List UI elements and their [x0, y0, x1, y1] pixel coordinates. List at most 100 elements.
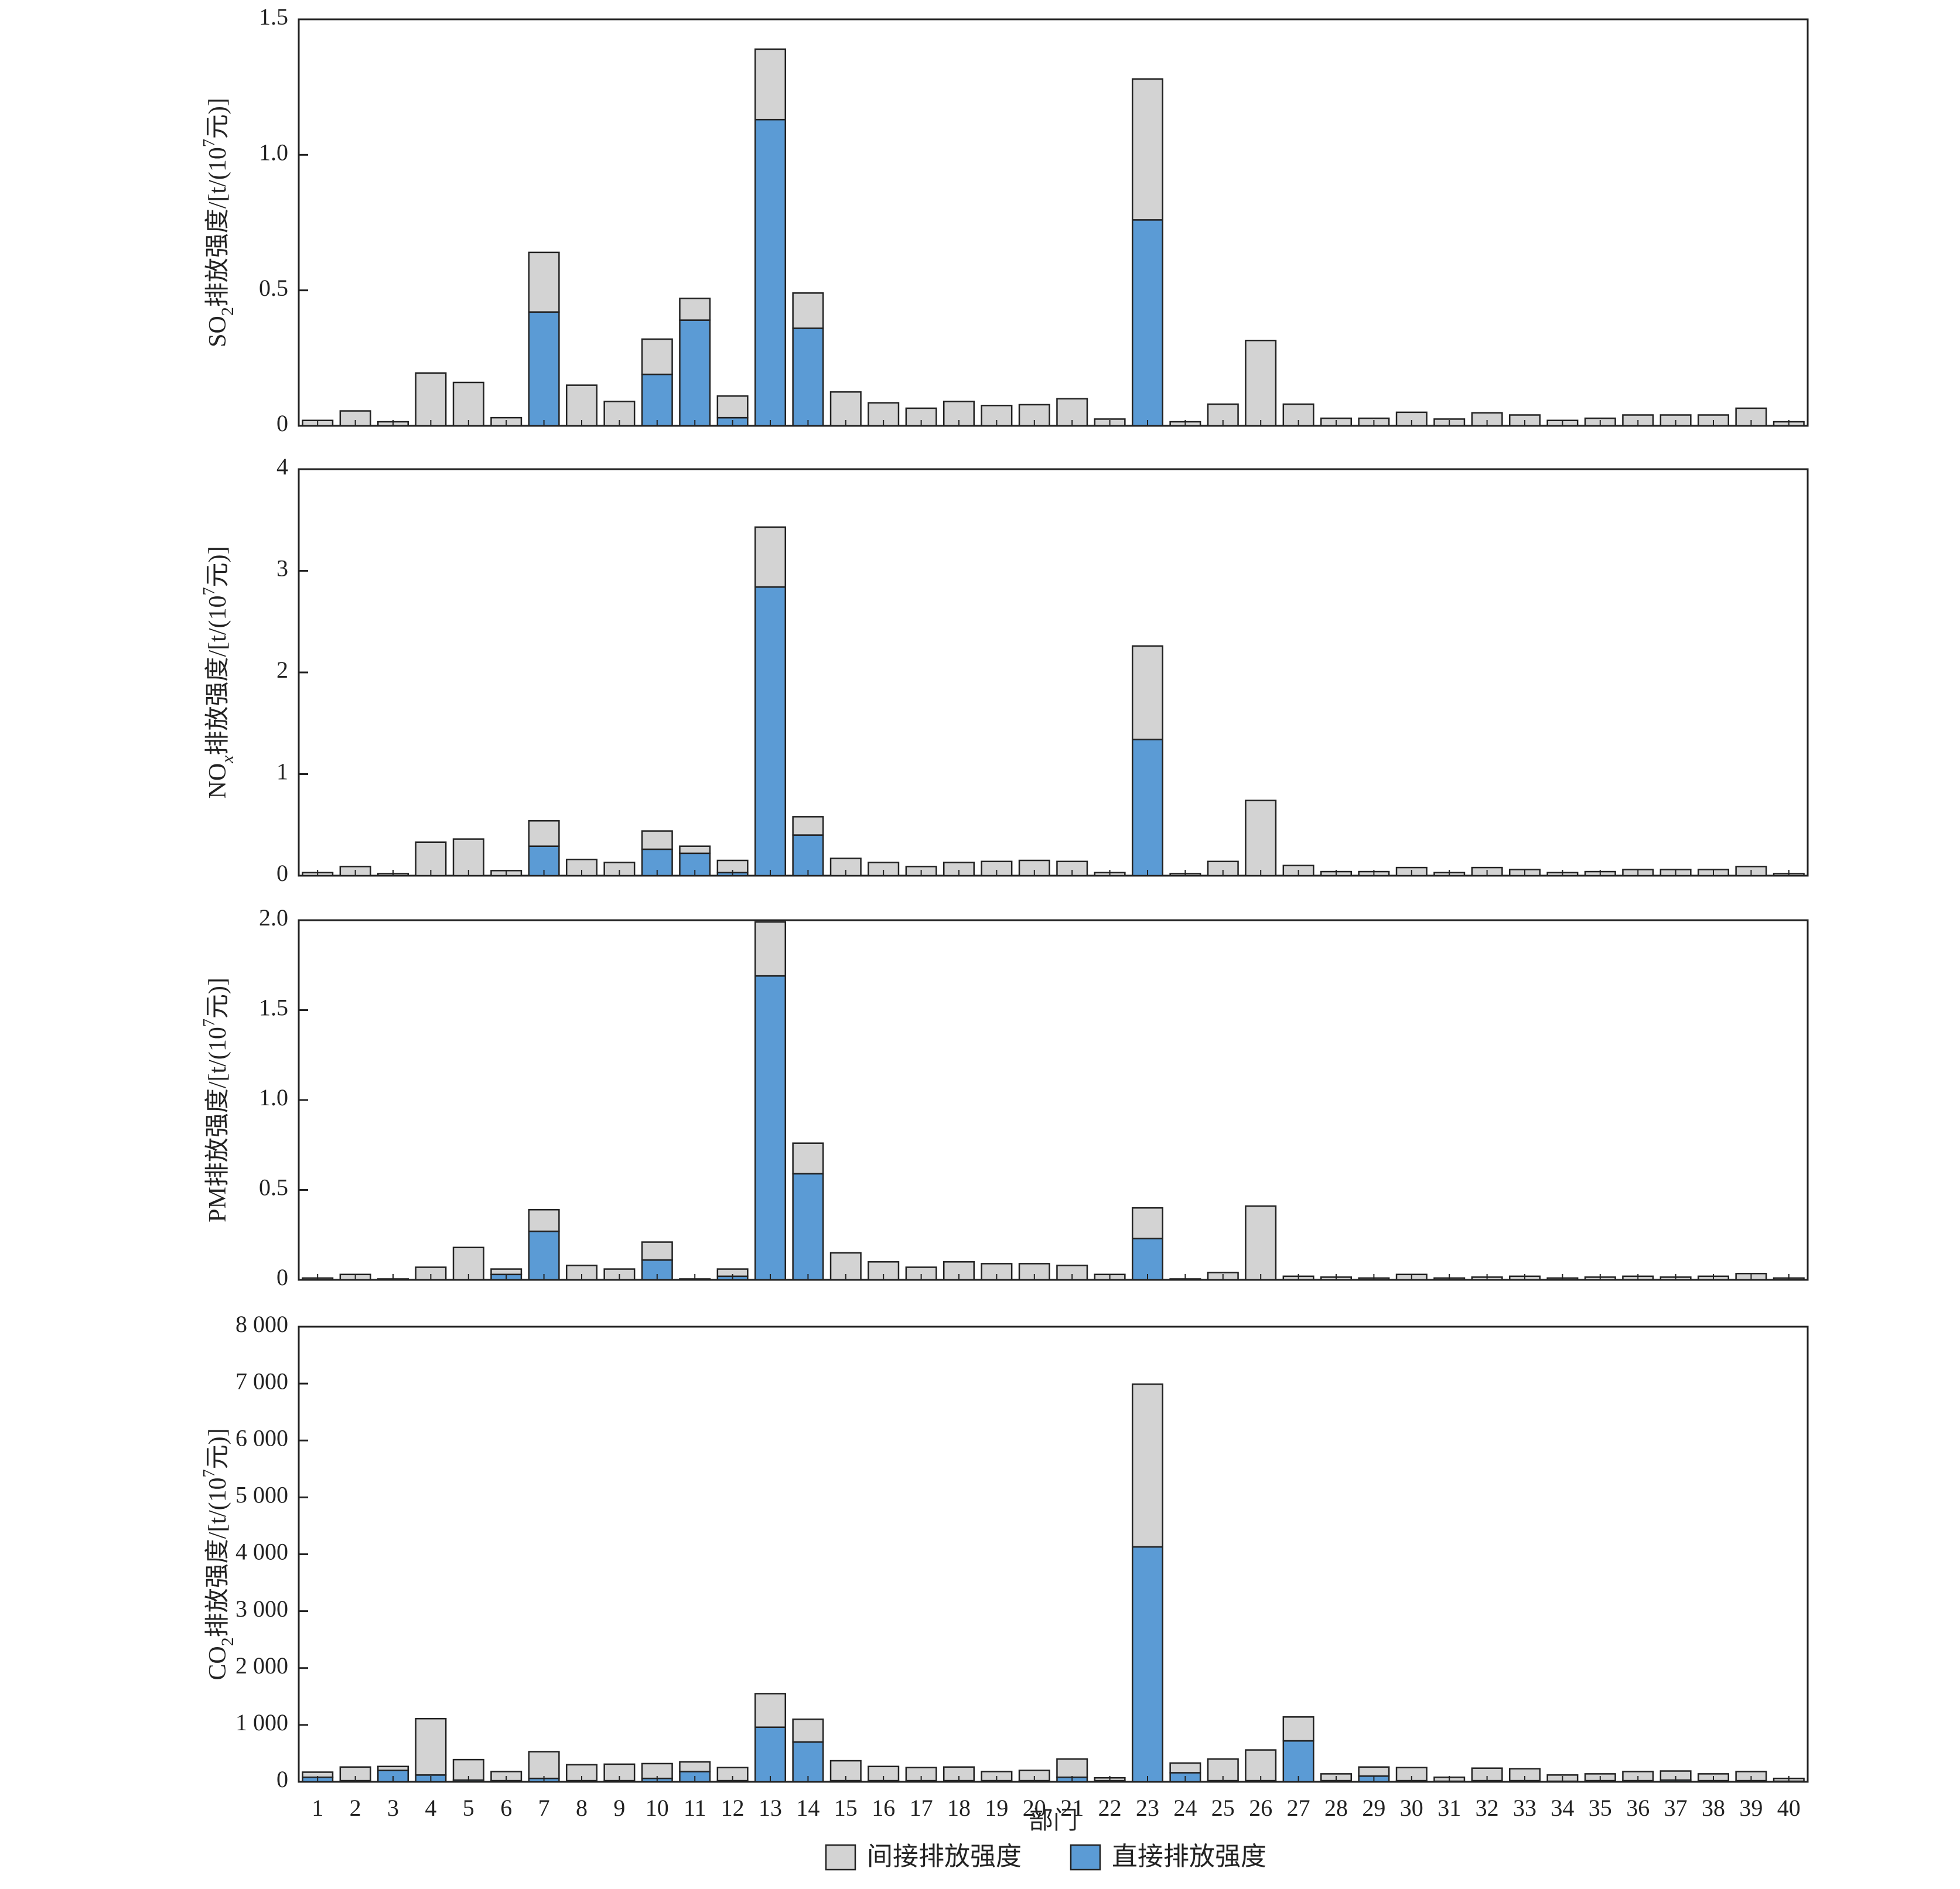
legend-label-direct: 直接排放强度	[1112, 1842, 1266, 1871]
bar-indirect-11	[679, 1761, 711, 1772]
bar-direct-23	[1131, 1238, 1164, 1281]
x-tick-label: 8	[576, 1795, 588, 1821]
x-tick-label: 9	[613, 1795, 625, 1821]
bar-indirect-26	[1245, 1749, 1277, 1782]
ylabel-subscript: 2	[218, 307, 237, 316]
y-tick-label: 1	[276, 759, 288, 785]
x-tick-label: 20	[1023, 1795, 1046, 1821]
bar-direct-13	[754, 586, 787, 877]
ylabel-prefix: SO	[204, 316, 231, 347]
x-tick-label: 23	[1136, 1795, 1159, 1821]
x-tick-label: 1	[312, 1795, 323, 1821]
ylabel-superscript: 7	[200, 139, 218, 147]
ylabel-prefix: NO	[204, 763, 231, 799]
bar-indirect-7	[528, 251, 560, 313]
bar-direct-7	[528, 1230, 560, 1281]
bar-direct-23	[1131, 219, 1164, 427]
bar-indirect-26	[1245, 1205, 1277, 1281]
bar-direct-13	[754, 975, 787, 1281]
y-tick-label: 1.0	[259, 139, 288, 166]
y-tick-label: 0.5	[259, 275, 288, 301]
ylabel-prefix: CO	[204, 1646, 231, 1680]
panel-3: 0 0.5 1.0 1.5 2.0 PM排放强度/[t/(107元)]	[200, 904, 1809, 1290]
bar-direct-23	[1131, 1546, 1164, 1783]
x-tick-label: 22	[1098, 1795, 1122, 1821]
x-tick-label: 19	[985, 1795, 1008, 1821]
bar-indirect-10	[641, 830, 673, 850]
x-tick-label: 2	[350, 1795, 361, 1821]
x-tick-label: 40	[1777, 1795, 1801, 1821]
panel-2: 0 1 2 3 4 NOx排放强度/[t/(107元)]	[200, 453, 1809, 886]
bar-indirect-7	[528, 1209, 560, 1232]
x-tick-label: 4	[425, 1795, 436, 1821]
x-tick-label: 11	[684, 1795, 706, 1821]
y-tick-label: 0	[276, 860, 288, 886]
ylabel-subscript: 2	[218, 1637, 237, 1646]
x-tick-label: 38	[1702, 1795, 1725, 1821]
plot-frame	[298, 1326, 1809, 1783]
bar-direct-14	[792, 1741, 824, 1783]
bar-indirect-10	[641, 338, 673, 375]
x-tick-label: 24	[1173, 1795, 1197, 1821]
x-tick-label: 25	[1211, 1795, 1235, 1821]
bar-direct-23	[1131, 739, 1164, 877]
bar-indirect-23	[1131, 1383, 1164, 1548]
x-tick-label: 28	[1324, 1795, 1348, 1821]
x-tick-label: 37	[1664, 1795, 1688, 1821]
x-tick-label: 7	[538, 1795, 550, 1821]
bar-indirect-23	[1131, 645, 1164, 740]
y-axis-title: NOx排放强度/[t/(107元)]	[200, 546, 237, 799]
y-tick-label: 6 000	[235, 1425, 288, 1451]
bar-direct-13	[754, 1726, 787, 1783]
ylabel-suffix: 元)]	[204, 1428, 231, 1469]
bar-indirect-7	[528, 1751, 560, 1779]
y-tick-label: 4	[276, 453, 288, 480]
bar-direct-11	[679, 319, 711, 427]
bar-indirect-5	[452, 381, 484, 427]
ylabel-mid: 排放强度/[t/(10	[204, 1027, 231, 1187]
x-tick-label: 6	[500, 1795, 512, 1821]
x-tick-label: 31	[1437, 1795, 1461, 1821]
y-tick-label: 1 000	[235, 1709, 288, 1736]
x-tick-label: 35	[1589, 1795, 1612, 1821]
x-tick-label: 26	[1249, 1795, 1272, 1821]
x-tick-label: 5	[463, 1795, 474, 1821]
ylabel-prefix: PM	[204, 1187, 231, 1222]
legend: 间接排放强度 直接排放强度	[825, 1842, 1266, 1871]
x-tick-label: 34	[1551, 1795, 1574, 1821]
x-axis-title: 部门	[1029, 1808, 1078, 1835]
bar-direct-14	[792, 327, 824, 427]
y-tick-label: 4 000	[235, 1539, 288, 1565]
panel-1: 0 0.5 1.0 1.5 SO2排放强度/[t/(107元)]	[200, 4, 1809, 436]
x-tick-label: 33	[1513, 1795, 1536, 1821]
ylabel-suffix: 元)]	[204, 978, 231, 1019]
x-tick-label: 14	[796, 1795, 819, 1821]
x-tick-label: 16	[872, 1795, 895, 1821]
x-tick-label: 32	[1476, 1795, 1499, 1821]
bar-indirect-14	[792, 1142, 824, 1175]
bar-indirect-29	[1358, 1766, 1390, 1777]
ylabel-superscript: 7	[200, 1019, 218, 1027]
x-tick-label: 18	[947, 1795, 971, 1821]
plot-frame	[298, 18, 1809, 427]
x-tick-label: 27	[1287, 1795, 1310, 1821]
x-tick-label: 21	[1060, 1795, 1084, 1821]
y-tick-label: 2.0	[259, 904, 288, 931]
x-tick-label: 29	[1362, 1795, 1385, 1821]
bar-indirect-14	[792, 292, 824, 329]
bar-indirect-27	[1282, 1716, 1314, 1742]
x-tick-label: 12	[721, 1795, 745, 1821]
bar-indirect-23	[1131, 78, 1164, 221]
y-tick-label: 3 000	[235, 1596, 288, 1622]
y-tick-label: 2 000	[235, 1652, 288, 1679]
bar-indirect-10	[641, 1241, 673, 1261]
bar-indirect-12	[716, 395, 749, 419]
bar-indirect-13	[754, 48, 787, 121]
bar-indirect-3	[377, 1765, 409, 1771]
bar-direct-10	[641, 848, 673, 877]
x-tick-label: 13	[759, 1795, 782, 1821]
legend-swatch-direct	[1070, 1844, 1101, 1871]
x-tick-label: 17	[910, 1795, 933, 1821]
x-tick-label: 3	[387, 1795, 399, 1821]
